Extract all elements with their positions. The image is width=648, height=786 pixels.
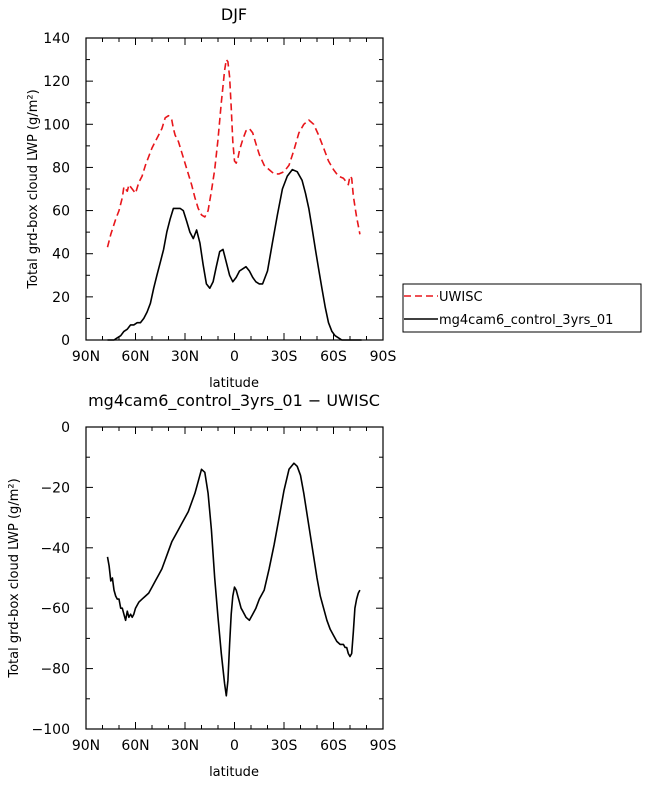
- tick-layer: 90N 60N 30N 0 30S 60S 90S −100 −80 −60 −40 −20 0: [32, 420, 397, 754]
- y-tick-label: 60: [52, 204, 70, 220]
- series-line-mg4cam6-control-3yrs-01: [107, 168, 362, 341]
- x-tick-label: 90N: [72, 349, 100, 365]
- y-tick-label: −60: [40, 601, 70, 617]
- y-tick-label: −40: [40, 541, 70, 557]
- y-axis-title: Total grd-box cloud LWP (g/m²): [7, 478, 22, 678]
- legend-frame: [402, 283, 642, 333]
- legend-label-uwisc: UWISC: [439, 290, 483, 305]
- y-tick-label: 100: [43, 117, 70, 133]
- y-tick-label: 80: [52, 160, 70, 176]
- x-tick-label: 60N: [121, 349, 149, 365]
- y-tick-label: 120: [43, 74, 70, 90]
- panel-bottom: mg4cam6_control_3yrs_01 − UWISC 90N 60N 30…: [7, 391, 396, 780]
- plot-frame: [85, 426, 384, 730]
- y-axis-title: Total grd-box cloud LWP (g/m²): [26, 89, 41, 289]
- y-tick-label: 20: [52, 290, 70, 306]
- series-line-difference: [106, 462, 361, 697]
- chart-title-difference: mg4cam6_control_3yrs_01 − UWISC: [88, 391, 380, 411]
- panel-top: DJF 90N 60N 30N 0 30S 60S 90S 0 20 40 60 80 100 120 14…: [26, 5, 642, 391]
- x-tick-label: 30N: [171, 738, 199, 754]
- y-tick-label: 140: [43, 31, 70, 47]
- x-tick-label: 60S: [320, 349, 347, 365]
- series-layer: [106, 58, 362, 341]
- legend-label-model: mg4cam6_control_3yrs_01: [439, 313, 613, 328]
- legend: UWISC mg4cam6_control_3yrs_01: [402, 283, 642, 333]
- y-tick-label: −100: [32, 722, 70, 738]
- series-layer: [106, 462, 361, 697]
- x-tick-label: 90S: [370, 738, 397, 754]
- series-line-uwisc: [106, 58, 361, 248]
- x-tick-label: 30N: [171, 349, 199, 365]
- y-tick-label: 0: [61, 420, 70, 436]
- plot-frame: [85, 37, 384, 341]
- y-tick-label: 0: [61, 333, 70, 349]
- x-tick-label: 30S: [271, 349, 298, 365]
- y-tick-label: −80: [40, 662, 70, 678]
- tick-layer: 90N 60N 30N 0 30S 60S 90S 0 20 40 60 80 100 120 140: [43, 31, 396, 365]
- chart-title: DJF: [221, 5, 247, 24]
- x-tick-label: 0: [230, 738, 239, 754]
- x-tick-label: 30S: [271, 738, 298, 754]
- x-axis-title: latitude: [209, 765, 259, 780]
- y-tick-label: 40: [52, 247, 70, 263]
- x-axis-title: latitude: [209, 376, 259, 391]
- y-tick-label: −20: [40, 480, 70, 496]
- x-tick-label: 60S: [320, 738, 347, 754]
- x-tick-label: 90N: [72, 738, 100, 754]
- x-tick-label: 90S: [370, 349, 397, 365]
- x-tick-label: 0: [230, 349, 239, 365]
- x-tick-label: 60N: [121, 738, 149, 754]
